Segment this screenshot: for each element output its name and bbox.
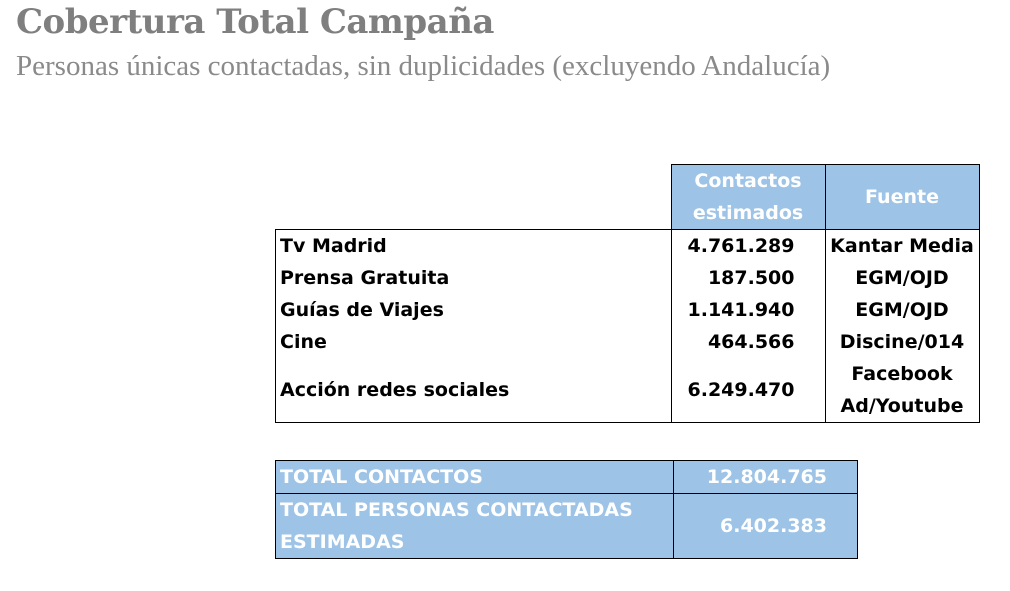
total-personas-value: 6.402.383 xyxy=(673,493,858,559)
column-header-source: Fuente xyxy=(824,164,980,230)
table-row: Tv Madrid 4.761.289 Kantar Media xyxy=(275,229,980,262)
column-header-contacts-line2: estimados xyxy=(692,202,804,224)
fuente-line1: Facebook xyxy=(851,363,953,385)
page-subtitle: Personas únicas contactadas, sin duplici… xyxy=(16,50,831,82)
total-contactos-value: 12.804.765 xyxy=(673,460,858,494)
column-header-contacts-line1: Contactos xyxy=(694,170,802,192)
medio-cell: Tv Madrid xyxy=(275,229,671,262)
total-personas-label-line2: ESTIMADAS xyxy=(280,531,405,553)
total-personas-row: TOTAL PERSONAS CONTACTADAS ESTIMADAS 6.4… xyxy=(275,493,858,559)
contactos-cell: 187.500 xyxy=(670,262,825,294)
table-header-row: Contactos estimados Fuente xyxy=(276,164,980,230)
fuente-cell: Discine/014 xyxy=(824,326,980,358)
medio-cell: Guías de Viajes xyxy=(275,294,671,326)
table-row: Cine 464.566 Discine/014 xyxy=(275,326,980,358)
fuente-cell: EGM/OJD xyxy=(824,294,980,326)
fuente-cell: Kantar Media xyxy=(824,229,980,262)
total-personas-label: TOTAL PERSONAS CONTACTADAS ESTIMADAS xyxy=(275,493,674,559)
page-title: Cobertura Total Campaña xyxy=(16,2,494,42)
contactos-cell: 4.761.289 xyxy=(670,229,825,262)
fuente-cell: EGM/OJD xyxy=(824,262,980,294)
total-contactos-label: TOTAL CONTACTOS xyxy=(275,460,674,494)
contactos-cell: 6.249.470 xyxy=(670,358,825,423)
coverage-table: Contactos estimados Fuente Tv Madrid 4.7… xyxy=(275,164,980,423)
table-row: Prensa Gratuita 187.500 EGM/OJD xyxy=(275,262,980,294)
medio-cell: Cine xyxy=(275,326,671,358)
table-row: Acción redes sociales 6.249.470 Facebook… xyxy=(275,358,980,423)
contactos-cell: 1.141.940 xyxy=(670,294,825,326)
total-personas-label-line1: TOTAL PERSONAS CONTACTADAS xyxy=(280,499,633,521)
medio-cell: Acción redes sociales xyxy=(275,358,671,423)
contactos-cell: 464.566 xyxy=(670,326,825,358)
total-contactos-row: TOTAL CONTACTOS 12.804.765 xyxy=(275,460,858,494)
medio-cell: Prensa Gratuita xyxy=(275,262,671,294)
table-row: Guías de Viajes 1.141.940 EGM/OJD xyxy=(275,294,980,326)
totals-table: TOTAL CONTACTOS 12.804.765 TOTAL PERSONA… xyxy=(275,460,858,559)
fuente-cell: Facebook Ad/Youtube xyxy=(824,358,980,423)
blank-header-cell xyxy=(276,165,672,230)
column-header-contacts: Contactos estimados xyxy=(670,164,826,230)
fuente-line2: Ad/Youtube xyxy=(840,395,964,417)
